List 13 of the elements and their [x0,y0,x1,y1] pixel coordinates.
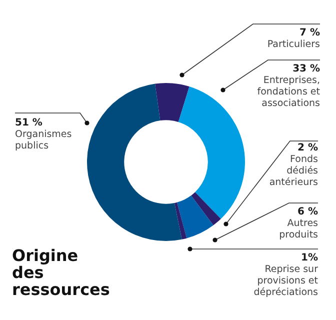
data-label: 7 % [300,28,320,39]
slice-label: Particuliers [267,38,320,50]
data-label: 33 % [292,64,320,75]
slice-label: Organismes publics [15,128,72,152]
slice-label: Fonds dédiés antérieurs [269,154,318,188]
text: Origine des ressources [12,246,111,299]
slice-label: Reprise sur provisions et dépréciations [254,264,318,298]
slice-label: Entreprises, fondations et associations [257,74,320,109]
data-label: 1% [301,252,318,264]
slice-label: Autres produits [279,218,318,240]
data-label: 2 % [298,142,318,154]
data-label: 6 % [298,206,318,218]
data-label: 51 % [15,118,42,129]
